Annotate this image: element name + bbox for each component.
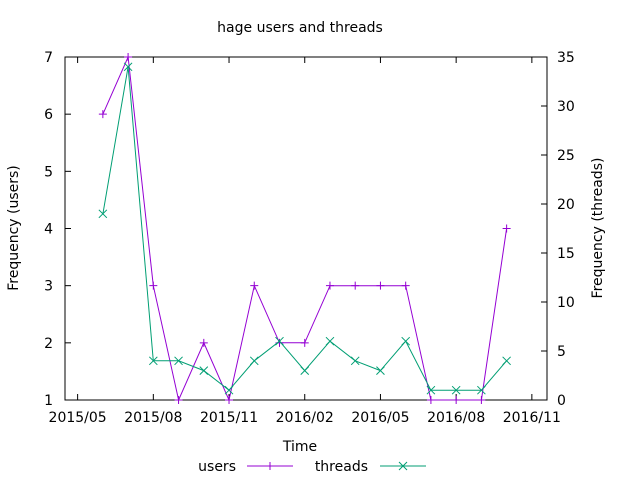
threads-point xyxy=(451,385,461,395)
legend-marker-threads xyxy=(398,461,408,471)
threads-point xyxy=(502,356,511,366)
legend: users threads xyxy=(198,459,426,475)
y-left-tick-label: 7 xyxy=(44,50,53,66)
users-point xyxy=(401,281,410,290)
users-point xyxy=(502,224,511,233)
y-axis-left-label: Frequency (users) xyxy=(6,165,22,291)
series-group xyxy=(98,53,511,404)
threads-point xyxy=(325,336,335,346)
chart-title: hage users and threads xyxy=(217,20,383,36)
y-right-tick-label: 20 xyxy=(557,197,575,213)
threads-point xyxy=(148,356,158,366)
users-line xyxy=(102,55,508,402)
x-tick-label: 2015/05 xyxy=(49,410,107,426)
plot-frame xyxy=(64,56,548,401)
y-axis-right-label: Frequency (threads) xyxy=(590,158,606,299)
y-right-tick-label: 10 xyxy=(557,295,575,311)
x-tick-label: 2015/08 xyxy=(124,410,182,426)
legend-marker-users xyxy=(266,462,274,470)
x-tick-label: 2016/05 xyxy=(351,410,409,426)
users-point xyxy=(225,396,234,404)
y-left-tick-label: 4 xyxy=(44,222,53,238)
x-tick-label: 2015/11 xyxy=(200,410,258,426)
users-point xyxy=(351,281,360,290)
threads-point xyxy=(275,336,284,346)
axis-ticks: 2015/05 2015/08 2015/11 2016/02 2016/05 2016/… xyxy=(44,50,575,426)
y-left-tick-label: 1 xyxy=(44,393,53,409)
users-point xyxy=(426,396,435,404)
users-point xyxy=(98,110,107,119)
threads-point xyxy=(249,356,259,366)
threads-point xyxy=(123,62,133,72)
x-tick-label: 2016/02 xyxy=(276,410,334,426)
x-tick-label: 2016/11 xyxy=(503,410,561,426)
threads-point xyxy=(350,356,360,366)
users-point xyxy=(174,396,183,404)
users-point xyxy=(199,338,208,347)
threads-point xyxy=(174,356,183,366)
y-right-tick-label: 35 xyxy=(557,50,575,66)
threads-point xyxy=(98,209,108,219)
y-left-tick-label: 3 xyxy=(44,279,53,295)
y-left-tick-label: 2 xyxy=(44,336,53,352)
threads-point xyxy=(300,366,310,375)
legend-label-threads: threads xyxy=(315,459,368,475)
threads-point xyxy=(477,385,486,395)
threads-point xyxy=(426,385,436,395)
y-right-tick-label: 15 xyxy=(557,246,575,262)
users-point xyxy=(376,281,385,290)
y-right-tick-label: 25 xyxy=(557,148,575,164)
y-right-tick-label: 5 xyxy=(557,344,566,360)
threads-point xyxy=(376,366,385,375)
users-point xyxy=(477,396,486,404)
y-right-tick-label: 0 xyxy=(557,393,566,409)
x-tick-label: 2016/08 xyxy=(427,410,485,426)
users-point xyxy=(452,396,461,404)
legend-label-users: users xyxy=(198,459,236,475)
y-left-tick-label: 5 xyxy=(44,164,53,180)
threads-point xyxy=(224,385,234,395)
users-point xyxy=(250,281,259,290)
threads-point xyxy=(199,366,209,375)
threads-point xyxy=(401,336,411,346)
users-point xyxy=(149,281,158,290)
y-left-tick-label: 6 xyxy=(44,107,53,123)
users-point xyxy=(124,53,133,61)
users-point xyxy=(325,281,334,290)
users-point xyxy=(300,338,309,347)
y-right-tick-label: 30 xyxy=(557,99,575,115)
x-axis-label: Time xyxy=(282,439,317,455)
